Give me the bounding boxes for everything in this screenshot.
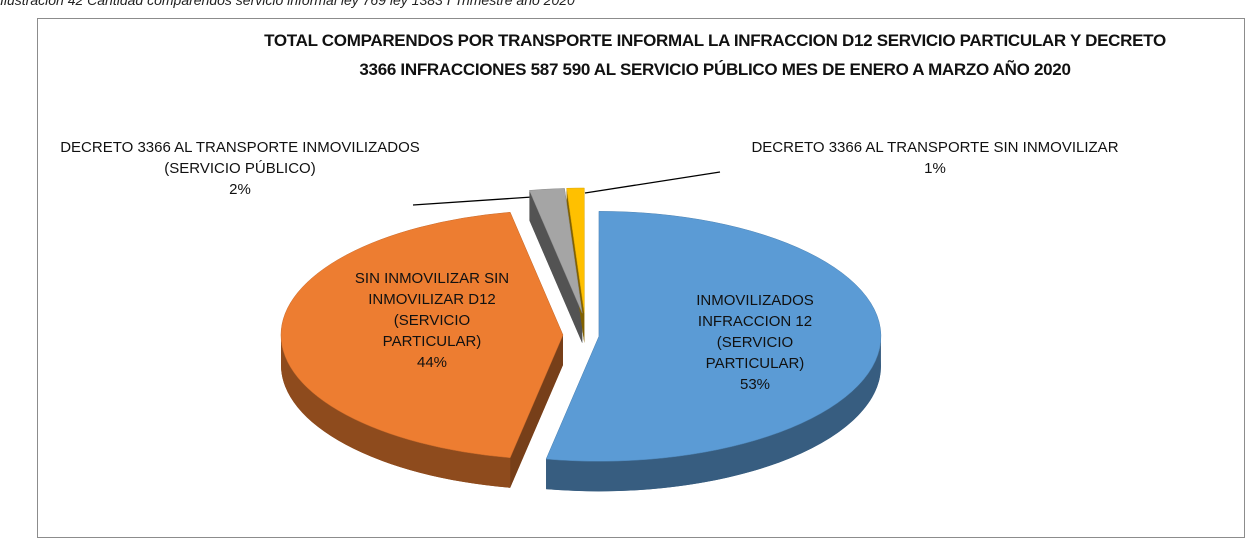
slice-side bbox=[281, 335, 511, 488]
label-value: 44% bbox=[416, 354, 448, 371]
data-label: DECRETO 3366 AL TRANSPORTE SIN INMOVILIZ… bbox=[730, 137, 1140, 179]
slice-side bbox=[546, 336, 881, 492]
caption: Ilustración 42 Cantidad comparendos serv… bbox=[0, 0, 575, 8]
slice bbox=[545, 211, 882, 462]
slice-wall bbox=[510, 335, 563, 488]
label-value: 2% bbox=[229, 181, 251, 198]
chart bbox=[280, 171, 882, 492]
slice-wall bbox=[529, 190, 583, 344]
leader-line bbox=[584, 171, 721, 194]
slice bbox=[566, 187, 585, 314]
label-value: 53% bbox=[739, 376, 771, 393]
slice bbox=[529, 188, 583, 314]
label-category: DECRETO 3366 AL TRANSPORTE INMOVILIZADOS… bbox=[60, 139, 420, 177]
data-label: SIN INMOVILIZAR SIN INMOVILIZAR D12 (SER… bbox=[352, 268, 512, 373]
slice bbox=[280, 211, 564, 459]
data-label: DECRETO 3366 AL TRANSPORTE INMOVILIZADOS… bbox=[40, 137, 440, 200]
label-value: 1% bbox=[924, 160, 946, 177]
data-label: INMOVILIZADOS INFRACCION 12 (SERVICIO PA… bbox=[680, 290, 830, 395]
label-category: INMOVILIZADOS INFRACCION 12 (SERVICIO PA… bbox=[696, 292, 814, 372]
label-category: SIN INMOVILIZAR SIN INMOVILIZAR D12 (SER… bbox=[354, 270, 510, 350]
chart-title: TOTAL COMPARENDOS POR TRANSPORTE INFORMA… bbox=[264, 31, 1166, 79]
label-category: DECRETO 3366 AL TRANSPORTE SIN INMOVILIZ… bbox=[751, 139, 1119, 156]
leader-line bbox=[412, 195, 548, 206]
